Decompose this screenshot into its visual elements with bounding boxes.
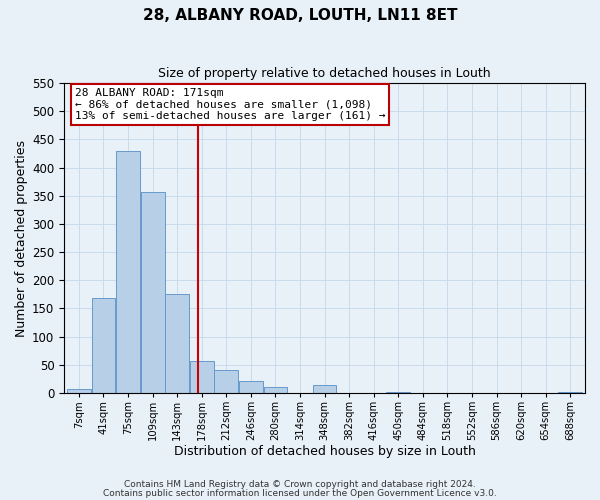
- Bar: [239, 380, 263, 393]
- Bar: [313, 384, 337, 393]
- Text: Contains HM Land Registry data © Crown copyright and database right 2024.: Contains HM Land Registry data © Crown c…: [124, 480, 476, 489]
- Bar: [67, 388, 91, 393]
- Text: Contains public sector information licensed under the Open Government Licence v3: Contains public sector information licen…: [103, 488, 497, 498]
- Text: 28 ALBANY ROAD: 171sqm
← 86% of detached houses are smaller (1,098)
13% of semi-: 28 ALBANY ROAD: 171sqm ← 86% of detached…: [74, 88, 385, 121]
- Bar: [116, 150, 140, 393]
- Bar: [92, 298, 115, 393]
- Bar: [559, 392, 582, 393]
- Title: Size of property relative to detached houses in Louth: Size of property relative to detached ho…: [158, 68, 491, 80]
- Bar: [214, 370, 238, 393]
- Bar: [386, 392, 410, 393]
- Bar: [263, 388, 287, 393]
- Y-axis label: Number of detached properties: Number of detached properties: [15, 140, 28, 336]
- Bar: [190, 361, 214, 393]
- Text: 28, ALBANY ROAD, LOUTH, LN11 8ET: 28, ALBANY ROAD, LOUTH, LN11 8ET: [143, 8, 457, 22]
- Bar: [140, 192, 164, 393]
- Bar: [165, 294, 189, 393]
- X-axis label: Distribution of detached houses by size in Louth: Distribution of detached houses by size …: [173, 444, 476, 458]
